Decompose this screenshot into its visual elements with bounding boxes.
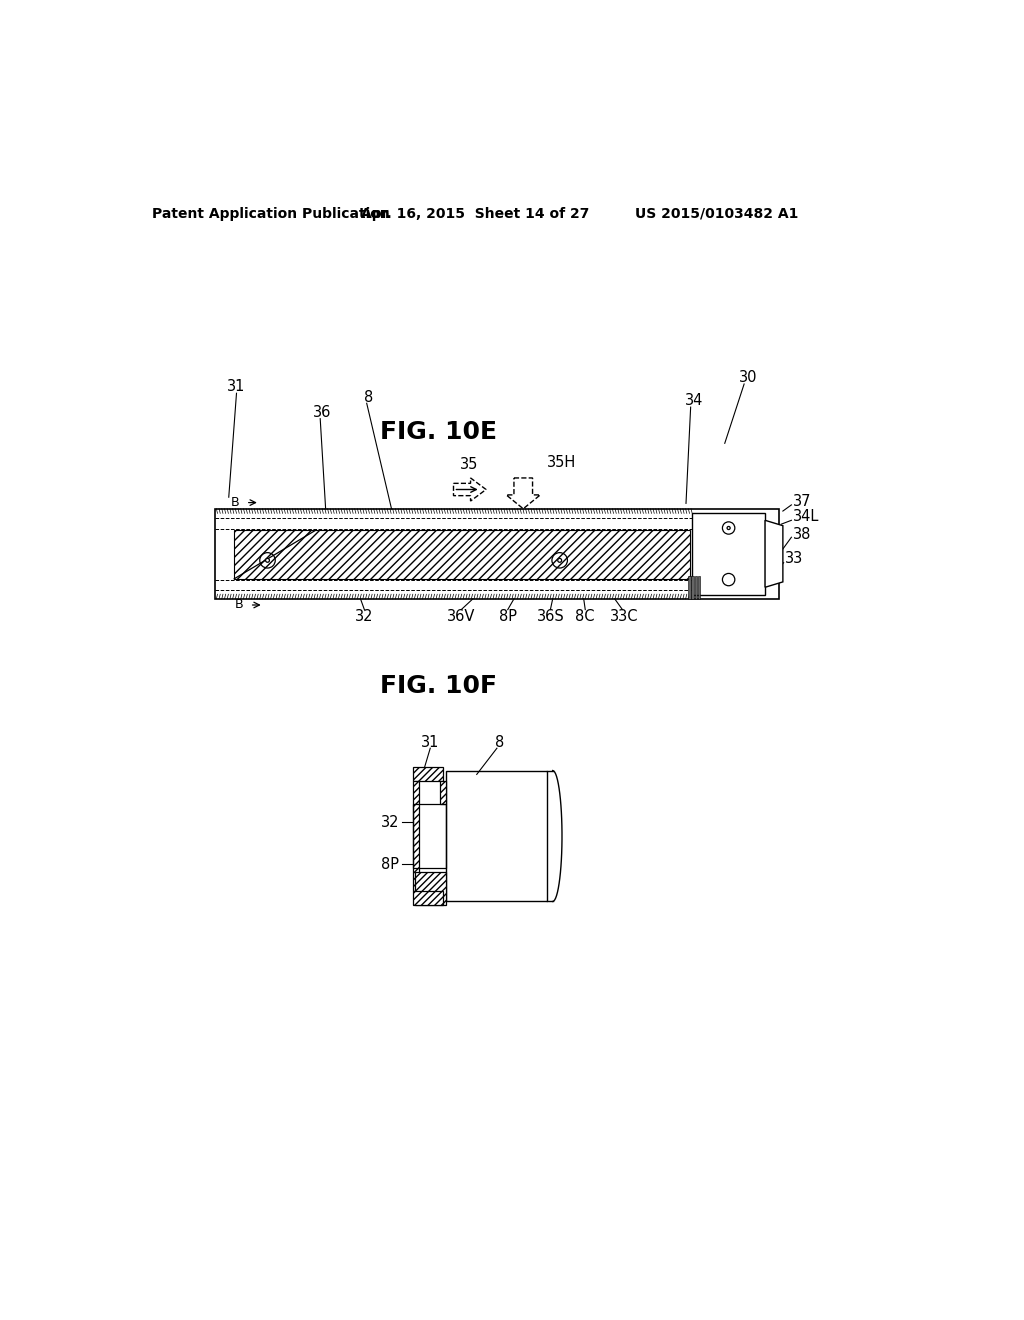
Bar bbox=[234, 531, 690, 579]
Text: 8C: 8C bbox=[575, 609, 595, 624]
Text: 8: 8 bbox=[496, 734, 505, 750]
Text: B: B bbox=[234, 598, 244, 611]
Text: 31: 31 bbox=[421, 734, 439, 750]
Text: US 2015/0103482 A1: US 2015/0103482 A1 bbox=[635, 207, 799, 220]
Bar bbox=[691, 576, 693, 599]
Text: FIG. 10E: FIG. 10E bbox=[380, 420, 497, 444]
Text: 38: 38 bbox=[793, 527, 811, 541]
Text: 33: 33 bbox=[785, 552, 804, 566]
Text: 30: 30 bbox=[738, 371, 758, 385]
Text: Apr. 16, 2015  Sheet 14 of 27: Apr. 16, 2015 Sheet 14 of 27 bbox=[361, 207, 590, 220]
Text: 35H: 35H bbox=[547, 455, 575, 470]
Bar bbox=[414, 767, 442, 780]
Text: 34: 34 bbox=[685, 393, 702, 408]
Bar bbox=[414, 891, 442, 906]
Text: FIG. 10F: FIG. 10F bbox=[380, 673, 497, 698]
Bar bbox=[215, 508, 779, 599]
Text: Patent Application Publication: Patent Application Publication bbox=[153, 207, 390, 220]
Bar bbox=[697, 576, 700, 599]
Text: 8: 8 bbox=[364, 389, 373, 405]
Bar bbox=[694, 576, 697, 599]
Text: B: B bbox=[231, 496, 240, 510]
Circle shape bbox=[265, 558, 269, 562]
Bar bbox=[445, 771, 547, 902]
Text: 34L: 34L bbox=[793, 510, 819, 524]
Text: 33C: 33C bbox=[609, 609, 638, 624]
Polygon shape bbox=[765, 520, 783, 587]
Text: 36V: 36V bbox=[447, 609, 475, 624]
Circle shape bbox=[558, 558, 561, 562]
Bar bbox=[439, 780, 445, 804]
Text: 36S: 36S bbox=[537, 609, 564, 624]
Text: 31: 31 bbox=[227, 379, 246, 393]
Bar bbox=[414, 804, 445, 869]
Text: 8P: 8P bbox=[499, 609, 517, 624]
Text: 35: 35 bbox=[460, 457, 478, 473]
Text: 32: 32 bbox=[355, 609, 374, 624]
Bar bbox=[688, 576, 690, 599]
Circle shape bbox=[727, 527, 730, 529]
Text: 32: 32 bbox=[381, 814, 399, 830]
Bar bbox=[414, 780, 420, 891]
Bar bbox=[415, 873, 445, 906]
Bar bbox=[692, 512, 765, 595]
Text: 8P: 8P bbox=[381, 857, 399, 873]
Text: 37: 37 bbox=[793, 494, 811, 508]
Text: 36: 36 bbox=[312, 405, 331, 420]
